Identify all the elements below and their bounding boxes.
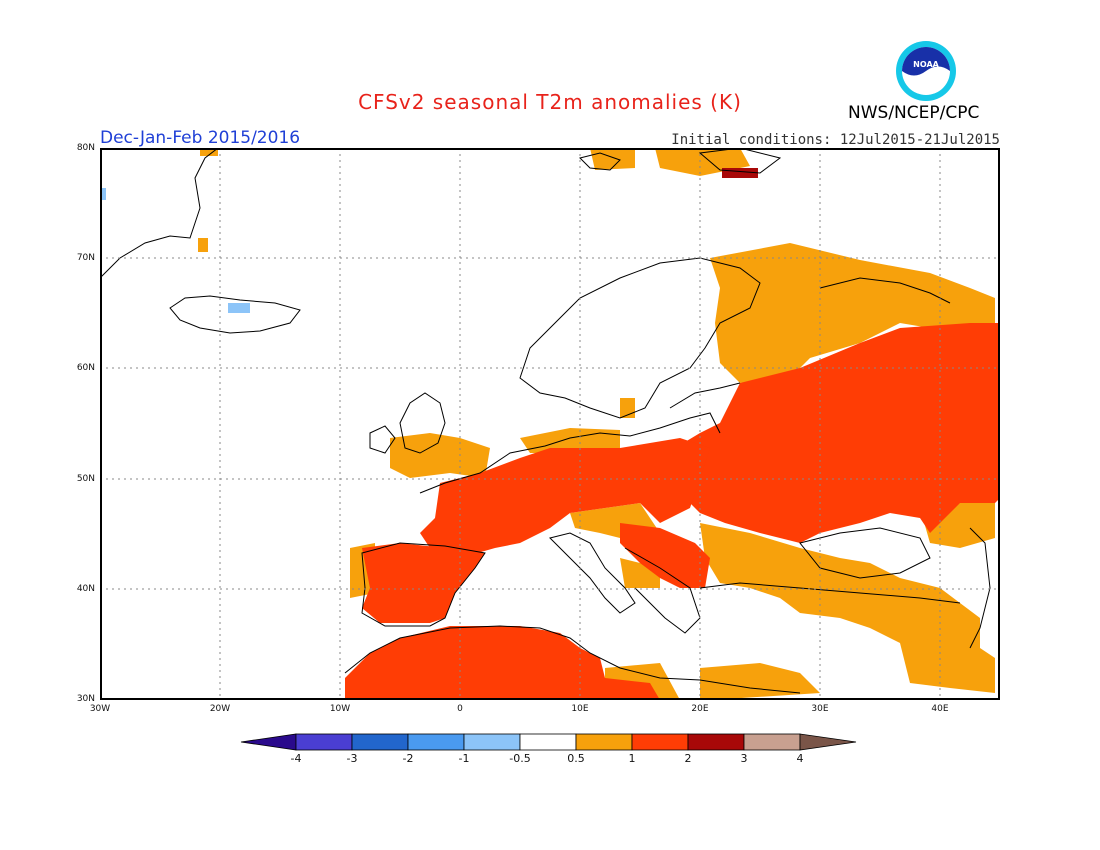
lon-label-30w: 30W bbox=[89, 704, 111, 714]
colorbar-label: 1 bbox=[628, 752, 636, 765]
lon-label-0: 0 bbox=[457, 704, 463, 714]
lat-label-50n: 50N bbox=[76, 474, 95, 484]
colorbar-label: 2 bbox=[684, 752, 692, 765]
agency-label: NWS/NCEP/CPC bbox=[848, 103, 980, 123]
colorbar-cell bbox=[687, 733, 745, 751]
noaa-logo: NOAA bbox=[896, 41, 956, 101]
anomaly-map bbox=[100, 148, 1000, 700]
colorbar-label: -2 bbox=[402, 752, 414, 765]
season-label: Dec-Jan-Feb 2015/2016 bbox=[100, 128, 301, 148]
colorbar-cell bbox=[463, 733, 521, 751]
lon-label-10e: 10E bbox=[571, 704, 589, 714]
lon-label-10w: 10W bbox=[329, 704, 351, 714]
lon-label-40e: 40E bbox=[931, 704, 949, 714]
lat-label-80n: 80N bbox=[76, 143, 95, 153]
anomaly-2-3-regions bbox=[722, 168, 758, 178]
colorbar-cell bbox=[407, 733, 465, 751]
colorbar-label: 3 bbox=[740, 752, 748, 765]
colorbar-label: -0.5 bbox=[509, 752, 531, 765]
lon-label-20w: 20W bbox=[209, 704, 231, 714]
noaa-logo-text: NOAA bbox=[913, 60, 939, 69]
map-title: CFSv2 seasonal T2m anomalies (K) bbox=[358, 90, 742, 114]
lon-label-30e: 30E bbox=[811, 704, 829, 714]
colorbar bbox=[240, 733, 857, 751]
colorbar-cell bbox=[575, 733, 633, 751]
lat-label-60n: 60N bbox=[76, 363, 95, 373]
anomaly-1-2-regions bbox=[345, 323, 1000, 700]
colorbar-cell bbox=[743, 733, 801, 751]
coastlines bbox=[100, 148, 991, 694]
colorbar-label: -3 bbox=[346, 752, 358, 765]
colorbar-label: -1 bbox=[458, 752, 470, 765]
colorbar-left-arrow bbox=[240, 733, 297, 751]
initial-conditions-label: Initial conditions: 12Jul2015-21Jul2015 bbox=[671, 132, 1000, 148]
lat-label-70n: 70N bbox=[76, 253, 95, 263]
colorbar-cell bbox=[519, 733, 577, 751]
colorbar-label: 4 bbox=[796, 752, 804, 765]
lon-label-20e: 20E bbox=[691, 704, 709, 714]
colorbar-cell bbox=[351, 733, 409, 751]
colorbar-right-arrow bbox=[799, 733, 857, 751]
lat-label-30n: 30N bbox=[76, 694, 95, 704]
colorbar-label: 0.5 bbox=[567, 752, 585, 765]
colorbar-cell bbox=[295, 733, 353, 751]
colorbar-label: -4 bbox=[290, 752, 302, 765]
graticule bbox=[100, 148, 1000, 700]
map-frame bbox=[100, 148, 1000, 700]
colorbar-cell bbox=[631, 733, 689, 751]
lat-label-40n: 40N bbox=[76, 584, 95, 594]
